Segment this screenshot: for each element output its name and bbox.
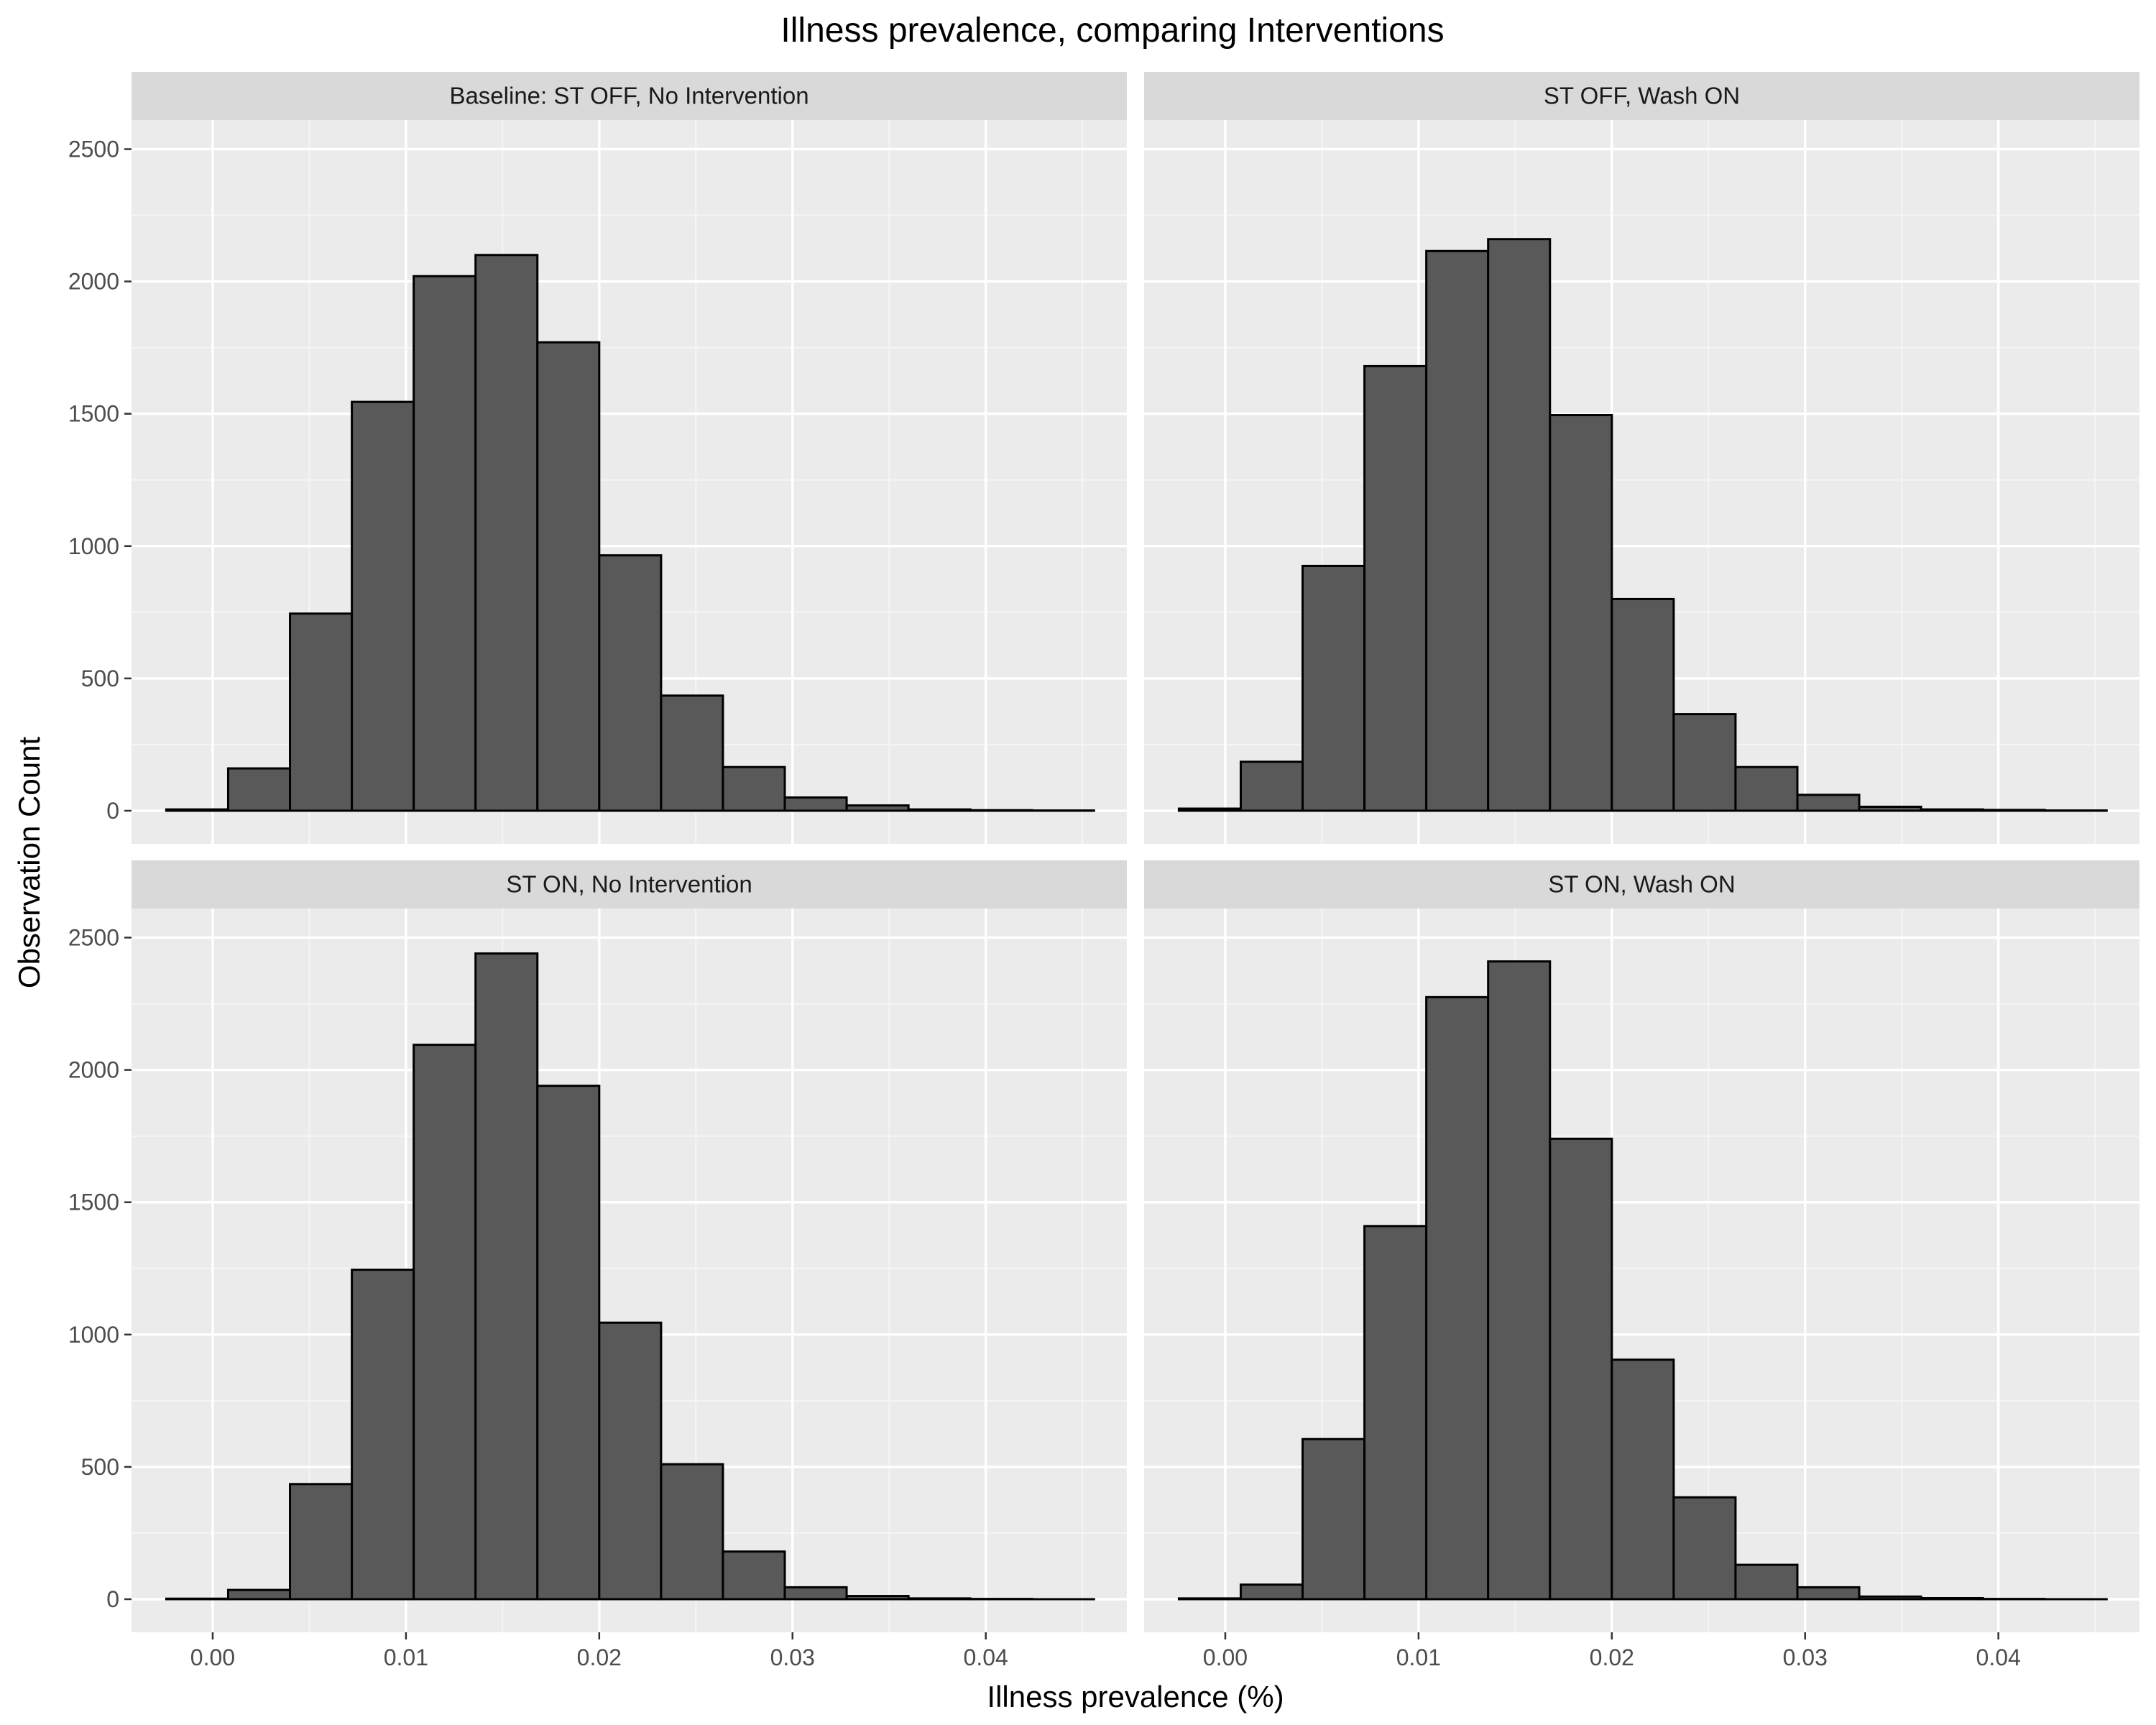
y-axis-title: Observation Count <box>12 737 46 989</box>
histogram-bar <box>1796 1586 1861 1601</box>
y-tick-label: 1500 <box>68 401 119 427</box>
histogram-bar <box>1425 249 1490 812</box>
histogram-bar <box>1920 1597 1984 1601</box>
panel-strip <box>1144 860 2139 908</box>
histogram-bar <box>1734 765 1799 812</box>
histogram-bar <box>226 767 292 812</box>
histogram-bar <box>1858 1595 1922 1601</box>
chart-title: Illness prevalence, comparing Interventi… <box>780 12 1444 50</box>
histogram-bar <box>1425 995 1490 1601</box>
panel-strip <box>132 72 1127 120</box>
histogram-bar <box>660 694 724 812</box>
histogram-bar <box>1302 1438 1366 1601</box>
histogram-bar <box>289 612 354 812</box>
panel-1: Baseline: ST OFF, No Intervention 0 500 100… <box>68 72 1127 844</box>
histogram-bar <box>536 341 601 812</box>
panel-strip-label: ST ON, No Intervention <box>506 871 752 898</box>
histogram-bar <box>783 796 848 812</box>
histogram-bar <box>1302 564 1366 812</box>
histogram-bar <box>1981 809 2046 812</box>
histogram-bar <box>1549 414 1613 812</box>
histogram-bar <box>783 1586 848 1601</box>
y-tick-label: 2000 <box>68 1057 119 1083</box>
y-tick-label: 1000 <box>68 533 119 559</box>
histogram-bar <box>1611 1358 1675 1601</box>
histogram-bar <box>226 1588 292 1601</box>
histogram-bar <box>1239 1583 1304 1601</box>
x-tick-label: 0.00 <box>1203 1644 1248 1670</box>
y-tick-label: 2500 <box>68 137 119 162</box>
histogram-bar <box>1611 597 1675 812</box>
x-tick-label: 0.04 <box>1976 1644 2021 1670</box>
histogram-bar <box>351 400 415 812</box>
x-tick-label: 0.03 <box>770 1644 815 1670</box>
y-tick-label: 1500 <box>68 1190 119 1215</box>
histogram-bar <box>1672 713 1737 812</box>
y-tick-label: 0 <box>106 1586 119 1612</box>
histogram-bar <box>845 804 910 812</box>
y-tick-label: 0 <box>106 798 119 824</box>
x-axis-title: Illness prevalence (%) <box>987 1680 1284 1714</box>
histogram-bar <box>1796 794 1861 812</box>
panel-strip-label: ST ON, Wash ON <box>1548 871 1735 898</box>
histogram-bar <box>1239 760 1304 812</box>
histogram-bar <box>474 952 539 1601</box>
panel-2: ST OFF, Wash ON <box>1144 72 2139 844</box>
x-tick-label: 0.02 <box>577 1644 622 1670</box>
histogram-bar <box>1734 1563 1799 1601</box>
histogram-bar <box>907 1597 972 1601</box>
histogram-bar <box>1363 1225 1428 1601</box>
panels-layer: Baseline: ST OFF, No Intervention 0 500 100… <box>68 72 2139 1670</box>
histogram-bar <box>722 1550 786 1601</box>
panel-strip <box>132 860 1127 908</box>
panel-strip <box>1144 72 2139 120</box>
x-tick-label: 0.01 <box>1396 1644 1441 1670</box>
histogram-bar <box>722 765 786 812</box>
histogram-bar <box>1177 807 1242 812</box>
histogram-bar <box>1549 1137 1613 1601</box>
histogram-bar <box>474 254 539 812</box>
x-tick-label: 0.04 <box>964 1644 1008 1670</box>
x-tick-label: 0.03 <box>1783 1644 1828 1670</box>
x-tick-label: 0.00 <box>190 1644 235 1670</box>
histogram-bar <box>598 1321 663 1601</box>
histogram-bar <box>660 1463 724 1601</box>
panel-strip-label: Baseline: ST OFF, No Intervention <box>449 83 808 109</box>
x-tick-label: 0.01 <box>384 1644 428 1670</box>
histogram-bar <box>165 1597 229 1601</box>
histogram-bar <box>351 1269 415 1601</box>
y-tick-label: 500 <box>81 666 119 691</box>
y-tick-label: 1000 <box>68 1322 119 1348</box>
histogram-bar <box>845 1595 910 1601</box>
panel-3: ST ON, No Intervention 0 500 1000 1500 2000 25… <box>68 860 1127 1670</box>
panel-4: ST ON, Wash ON 0.00 0.01 0.02 0.03 0.04 <box>1144 860 2139 1670</box>
histogram-bar <box>1487 960 1552 1601</box>
histogram-bar <box>165 808 229 812</box>
histogram-bar <box>1920 808 1984 812</box>
panel-strip-label: ST OFF, Wash ON <box>1544 83 1740 109</box>
histogram-bar <box>413 1044 477 1601</box>
histogram-bar <box>536 1085 601 1601</box>
histogram-bar <box>413 275 477 812</box>
histogram-bar <box>289 1483 354 1601</box>
histogram-bar <box>598 554 663 812</box>
histogram-bar <box>969 809 1033 812</box>
histogram-bar <box>907 808 972 812</box>
y-tick-label: 2000 <box>68 269 119 295</box>
y-tick-label: 500 <box>81 1454 119 1480</box>
histogram-bar <box>1672 1496 1737 1601</box>
histogram-bar <box>1487 238 1552 812</box>
y-tick-label: 2500 <box>68 925 119 951</box>
histogram-bar <box>1363 364 1428 812</box>
x-tick-label: 0.02 <box>1590 1644 1634 1670</box>
histogram-bar <box>1177 1597 1242 1601</box>
histogram-bar <box>1858 805 1922 812</box>
